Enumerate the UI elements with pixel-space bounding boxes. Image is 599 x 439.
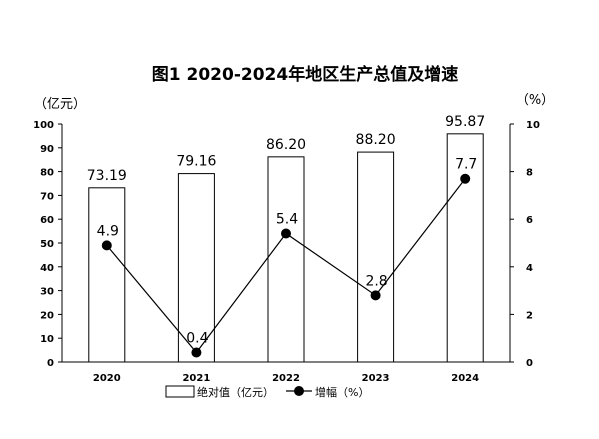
growth-value-label: 2.8	[365, 273, 387, 289]
bar-2024	[446, 133, 484, 363]
bar-2023	[357, 151, 395, 363]
legend-bar-label: 绝对值（亿元）	[197, 385, 274, 399]
growth-point-2023	[370, 290, 381, 301]
bar-value-labels: 73.19 79.16 86.20 88.20 95.87	[87, 114, 485, 184]
legend-line-marker	[294, 386, 304, 396]
growth-point-2021	[191, 347, 202, 358]
legend-bar-swatch	[165, 385, 195, 398]
bar-2022	[267, 156, 305, 363]
bar-value-label: 86.20	[266, 137, 306, 153]
left-tick-label: 0	[47, 358, 54, 369]
right-tick-label: 8	[526, 168, 533, 179]
left-tick-label: 10	[40, 334, 54, 345]
category-label: 2023	[362, 373, 390, 384]
growth-point-2020	[101, 240, 112, 251]
left-tick-label: 80	[40, 168, 54, 179]
legend-line-label: 增幅（%）	[315, 385, 369, 399]
bar-series	[88, 133, 484, 363]
bar-value-label: 88.20	[356, 132, 396, 148]
right-tick-label: 4	[526, 263, 533, 274]
growth-value-label: 7.7	[455, 157, 477, 173]
left-tick-label: 90	[40, 144, 54, 155]
bar-2020	[88, 187, 126, 363]
line-series: 4.9 0.4 5.4 2.8 7.7	[97, 157, 477, 358]
left-tick-label: 20	[40, 310, 54, 321]
right-tick-label: 6	[526, 215, 533, 226]
right-axis-unit: （%）	[516, 93, 554, 108]
left-axis-ticks: 0 10 20 30 40 50 60 70 80 90 100	[33, 120, 62, 369]
bar-2021	[177, 173, 215, 363]
right-tick-label: 10	[526, 120, 540, 131]
bar-value-label: 95.87	[445, 114, 485, 130]
left-tick-label: 50	[40, 239, 54, 250]
growth-value-label: 0.4	[186, 330, 208, 346]
left-tick-label: 70	[40, 191, 54, 202]
category-label: 2021	[182, 373, 210, 384]
left-tick-label: 60	[40, 215, 54, 226]
right-tick-label: 0	[526, 358, 533, 369]
chart-title: 图1 2020-2024年地区生产总值及增速	[152, 64, 458, 85]
category-label: 2022	[272, 373, 300, 384]
category-label: 2020	[93, 373, 121, 384]
right-axis-ticks: 0 2 4 6 8 10	[510, 120, 540, 369]
category-label: 2024	[451, 373, 479, 384]
bar-value-label: 79.16	[176, 154, 216, 170]
growth-value-label: 5.4	[276, 211, 298, 227]
bar-value-label: 73.19	[87, 168, 127, 184]
category-labels: 2020 2021 2022 2023 2024	[93, 373, 479, 384]
left-tick-label: 100	[33, 120, 54, 131]
left-tick-label: 40	[40, 263, 54, 274]
right-tick-label: 2	[526, 310, 533, 321]
growth-value-label: 4.9	[97, 223, 119, 239]
left-axis-unit: （亿元）	[34, 97, 86, 112]
legend: 绝对值（亿元） 增幅（%）	[165, 385, 369, 399]
left-tick-label: 30	[40, 287, 54, 298]
growth-point-2022	[281, 228, 291, 239]
growth-point-2024	[460, 173, 471, 184]
